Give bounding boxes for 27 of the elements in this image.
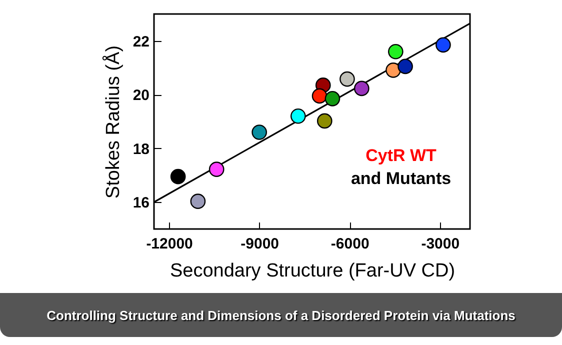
point [340, 71, 355, 87]
y-tick-label: 16 [132, 194, 150, 212]
point [208, 162, 224, 177]
x-tick-label: -6000 [330, 236, 370, 252]
x-tick-label: -3000 [421, 236, 460, 252]
x-tick-label: -9000 [240, 236, 280, 252]
point [316, 113, 332, 129]
annotation: and Mutants [350, 169, 452, 188]
y-tick-label: 18 [132, 140, 150, 158]
point [324, 91, 340, 106]
point [290, 108, 306, 124]
point [386, 62, 401, 78]
y-axis-title: Stokes Radius (Å) [102, 45, 124, 199]
point [398, 58, 413, 74]
point [354, 80, 370, 96]
point [170, 168, 186, 184]
point [252, 124, 268, 140]
point [312, 88, 328, 104]
text: Controlling Structure and Dimensions of a Disordered Protein via Mutations [0, 293, 562, 337]
x-tick-label: -12000 [146, 236, 193, 252]
x-axis-title: Secondary Structure (Far-UV CD) [170, 260, 456, 282]
y-tick-label: 22 [132, 33, 150, 50]
annotation: CytR WT [366, 146, 438, 165]
point [190, 194, 206, 209]
point [436, 37, 451, 53]
y-tick-label: 20 [132, 87, 150, 104]
point [388, 44, 404, 60]
